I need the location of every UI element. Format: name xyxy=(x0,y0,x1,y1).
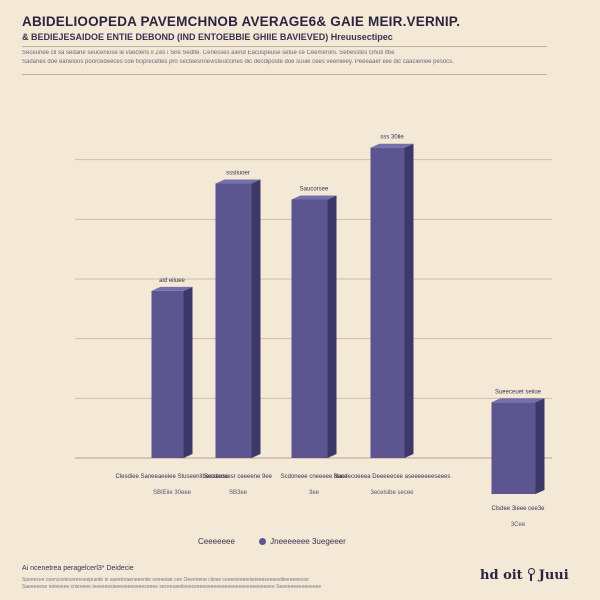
chart-legend: Ceeeeeee Jneeeeeee 3uegeeer xyxy=(198,537,368,546)
bar-top-1 xyxy=(215,179,261,184)
bar-side-0 xyxy=(183,286,193,458)
category-sublabel-2: 3ee xyxy=(309,490,320,496)
bar-side-1 xyxy=(251,179,261,459)
bar-side-2 xyxy=(327,195,337,458)
page-subtitle: & BEDIEJESAIDOE ENTIE DEBOND (IND ENTOEB… xyxy=(22,32,393,42)
footer-fine-print-2: Saeeeeese eoieeeee cnieeeee ieeeeeesieee… xyxy=(22,584,322,590)
header-rule-bottom xyxy=(22,74,547,75)
bar-0 xyxy=(151,290,184,458)
bar-side-4 xyxy=(535,398,545,494)
category-label-2: Scdoneee cneeeee 3uee xyxy=(281,474,348,480)
legend-item-2: Jneeeeeee 3uegeeer xyxy=(259,537,346,546)
bar-4 xyxy=(491,402,536,494)
bar-3 xyxy=(370,147,405,458)
category-sublabel-4: 3Cee xyxy=(511,522,526,528)
legend-dot-icon xyxy=(259,538,267,545)
legend-item-1-label: Ceeeeeee xyxy=(198,537,235,546)
category-label-3: Nacdecoeeea Deeeeecee aseeeeeeeseees xyxy=(334,474,451,480)
page-title: ABIDELIOOPEDA PAVEMCHNOB AVERAGE6& GAIE … xyxy=(22,14,461,29)
bar-top-3 xyxy=(370,143,414,148)
bar-top-0 xyxy=(151,286,193,291)
logo-mark-icon xyxy=(527,568,535,581)
category-label-0: Clesdiee Saneeaeeiee Stuseenitbeeseese xyxy=(115,474,229,480)
category-sublabel-3: 3ecelsibe secee xyxy=(370,490,414,496)
legend-item-1: Ceeeeeee xyxy=(198,537,235,546)
bar-top-2 xyxy=(291,195,337,200)
footer-fine-print-1: Speeecee coencoeiecereeseepuede in aseet… xyxy=(22,577,309,583)
header-rule-top xyxy=(22,46,547,47)
logo-left-text: hd oit xyxy=(480,568,523,583)
category-label-1: Secdeocesr ceeeene 9ee xyxy=(204,474,273,480)
bar-1 xyxy=(215,183,252,459)
bar-value-label-0: aid eiiuee xyxy=(159,278,185,284)
bar-value-label-4: Sueeceuet seiioe xyxy=(495,389,542,395)
bar-value-label-2: Saucorsee xyxy=(300,186,329,192)
bar-2 xyxy=(291,199,328,458)
description-line-1: Seceunee cil sa sedane seuceniose ie vae… xyxy=(22,50,395,56)
bar-side-3 xyxy=(404,143,414,458)
logo-right-text: Juui xyxy=(538,568,569,583)
description-line-2: Sadanes doe eaneloos poorcedeeces coe fi… xyxy=(22,59,454,65)
bar-top-4 xyxy=(491,398,545,403)
bar-value-label-3: sss 30iie xyxy=(380,135,404,141)
footer-note: Ai ncenetrea peragelcerl3* Deidecie xyxy=(22,565,134,572)
category-sublabel-0: SBIEiie 30eee xyxy=(153,490,192,496)
bar-value-label-1: sssiiuoer xyxy=(226,171,250,177)
brand-logo: hd oit Juui xyxy=(480,568,569,583)
legend-item-2-label: Jneeeeeee 3uegeeer xyxy=(270,537,346,546)
category-label-4: Clsdee 3ieee cee3e xyxy=(491,506,545,512)
category-sublabel-1: SB3ee xyxy=(229,490,248,496)
